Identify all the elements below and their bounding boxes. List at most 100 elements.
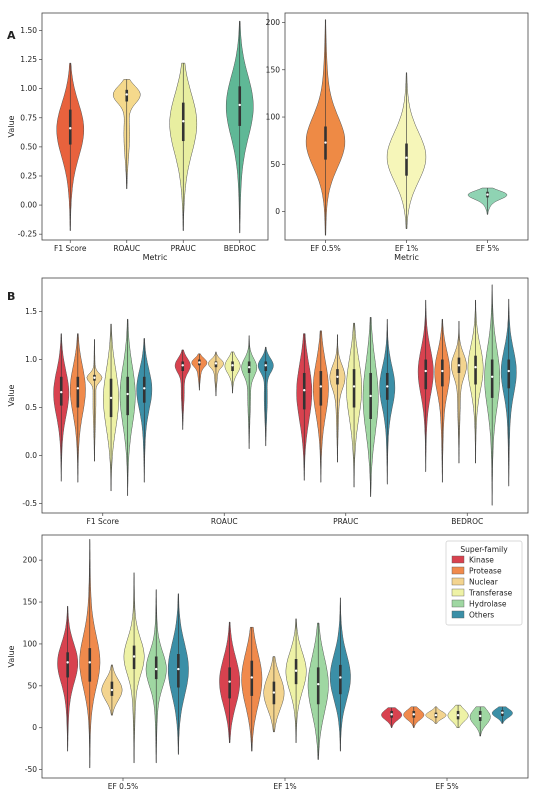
x-tick-label: ROAUC [211,517,238,526]
violin-median [386,385,389,388]
y-tick-label: -0.5 [22,499,37,508]
y-tick-label: 1.00 [20,84,37,93]
violin-median [60,390,63,394]
legend-item: Kinase [469,556,494,565]
legend-item: Hydrolase [469,600,507,609]
y-tick-label: 0.00 [20,201,37,210]
violin-median [507,369,510,373]
legend-item: Nuclear [469,578,499,587]
y-tick-label: 0.75 [20,113,37,122]
chart-panel-0: -0.25 0.00 0.25 0.50 0.75 1.00 1.25 1.50 F1 Scor… [7,12,269,262]
violin-median [76,387,80,390]
violin-median [339,676,342,679]
x-tick-label: BEDROC [224,244,256,253]
violin-median [177,667,180,671]
legend-swatch [451,555,465,564]
violin-median [457,364,461,367]
y-axis-label: Value [7,115,16,137]
y-tick-label: 0 [32,723,37,732]
violin-median [132,655,136,658]
y-tick-label: 1.0 [25,355,37,364]
violin-median [369,394,372,398]
y-tick-label: 100 [23,639,38,648]
y-axis-label: Value [7,645,16,667]
violin-median [412,713,415,716]
y-tick-label: 50 [27,681,37,690]
y-tick-label: 150 [23,598,38,607]
x-tick-label: PRAUC [171,244,196,253]
legend-item: Others [469,611,494,620]
legend-swatch [451,566,465,575]
legend: Super-family Kinase Protease Nuclear Transfe… [445,540,523,626]
violin-median [501,711,504,714]
violin-median [456,713,460,717]
x-axis-label: Metric [394,253,419,262]
violin-median [155,667,158,671]
violin-median [88,661,91,664]
y-tick-label: 0.25 [20,171,37,180]
x-tick-label: F1 Score [87,517,120,526]
y-tick-label: 150 [266,65,281,74]
x-tick-label: F1 Score [54,244,87,253]
y-tick-label: -50 [25,765,37,774]
violin-median [352,385,356,388]
violin-median [228,680,231,683]
violin-median [198,361,201,364]
violin-median [294,669,298,672]
y-tick-label: 0.0 [25,451,37,460]
x-tick-label: BEDROC [451,517,483,526]
chart-panel-2: -0.5 0.0 0.5 1.0 1.5 F1 Score ROAUC PRAUC BEDROC… [7,277,529,526]
violin-median [250,676,253,679]
violin-median [324,141,327,144]
y-tick-label: 50 [270,160,280,169]
x-tick-label: EF 5% [476,244,499,253]
chart-panel-1: 0 50 100 150 200 EF 0.5% EF 1% EF 5% Metric [266,12,529,262]
violin-median [486,193,489,196]
panel-label-a: A [7,29,16,42]
panel-label-b: B [7,290,15,303]
y-tick-label: 0 [275,207,280,216]
violin-median [336,375,339,378]
x-tick-label: PRAUC [333,517,358,526]
legend-swatch [451,599,465,608]
legend-box [445,540,523,626]
violin-median [125,93,128,96]
y-tick-label: 200 [266,18,281,27]
chart-frame-2 [41,277,529,514]
y-tick-label: 100 [266,113,281,122]
violin-median [231,364,234,367]
violin-median [69,127,72,130]
violin-median [317,682,320,686]
y-tick-label: 200 [23,556,38,565]
violin-median [181,364,184,367]
x-tick-label: ROAUC [113,244,140,253]
violin-median [479,714,482,718]
violin-median [93,376,96,379]
x-tick-label: EF 0.5% [310,244,341,253]
violin-median [434,713,438,717]
legend-swatch [451,577,465,586]
violin-median [182,120,185,123]
y-tick-label: 0.5 [25,403,37,412]
violin-median [474,366,477,369]
y-tick-label: 1.5 [25,307,37,316]
violin-median [66,661,69,664]
chart-frame-0 [41,12,269,241]
y-tick-label: -0.25 [18,230,38,239]
violin-median [424,369,427,373]
violin-median [110,688,114,692]
violin-median [126,392,129,396]
violin-median [390,713,393,716]
x-tick-label: EF 1% [395,244,418,253]
legend-swatch [451,588,465,597]
violin-median [303,389,306,392]
y-tick-label: 1.50 [20,26,37,35]
legend-item: Protease [469,567,502,576]
violin-median [441,369,444,373]
legend-item: Transferase [468,589,513,598]
violin-median [405,156,408,159]
violin-median [272,691,276,694]
x-tick-label: EF 0.5% [108,782,139,790]
violin-median [264,364,267,367]
